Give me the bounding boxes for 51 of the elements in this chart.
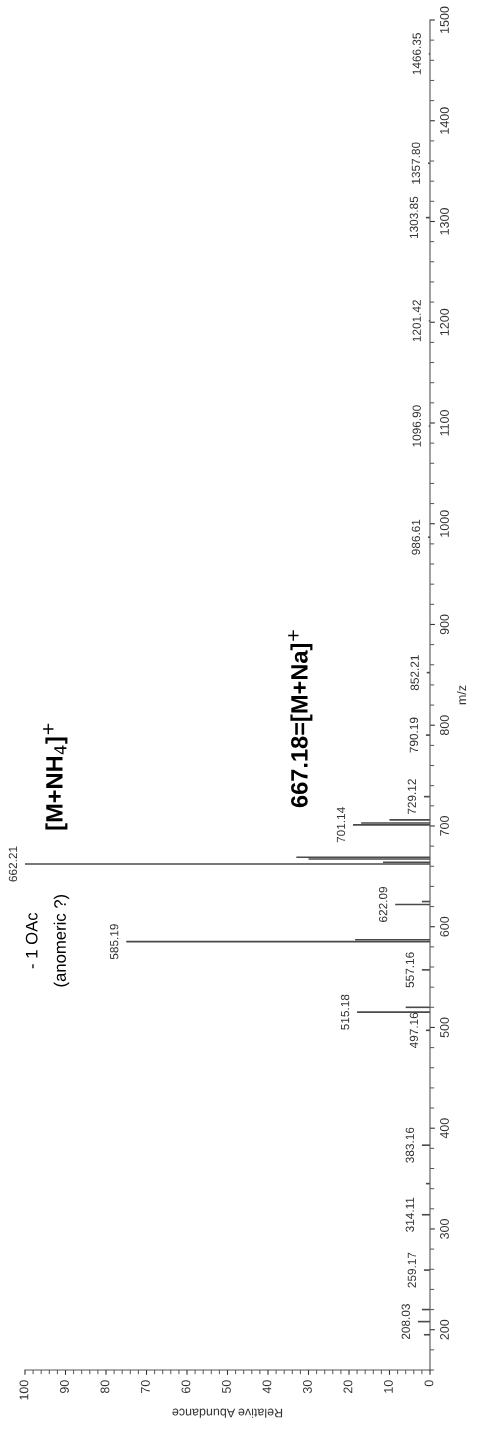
annotation: 667.18=[M+Na]$^{+}$ (288, 630, 313, 808)
annotation: 1096.90 (412, 405, 421, 447)
annotation: 259.17 (407, 1252, 417, 1288)
x-tick-label: 90 (60, 1380, 69, 1394)
x-tick-label: 100 (19, 1380, 29, 1400)
y-tick-label: 1100 (440, 410, 449, 436)
annotation: 729.12 (407, 779, 417, 815)
y-tick-label: 200 (440, 1319, 449, 1340)
annotation: 622.09 (378, 886, 388, 922)
annotation: 585.19 (110, 924, 119, 960)
y-tick-label: 900 (440, 614, 449, 635)
y-tick-label: 1200 (440, 308, 449, 336)
annotation: 314.11 (405, 1197, 415, 1232)
annotation: 208.03 (401, 1304, 410, 1340)
x-tick-label: 40 (262, 1380, 272, 1394)
y-tick-label: 800 (440, 715, 449, 736)
annotation: 515.18 (340, 994, 350, 1030)
annotation: 497.16 (409, 1012, 419, 1049)
y-tick-label: 400 (440, 1118, 449, 1139)
x-tick-label: 60 (181, 1380, 191, 1393)
annotation: 383.16 (405, 1127, 415, 1163)
x-axis-title: Relative Abundance (172, 1408, 283, 1418)
y-axis-title: m/z (456, 685, 467, 705)
annotation: [M+NH$_{4}$]$^{+}$ (43, 723, 68, 830)
y-tick-label: 500 (440, 1017, 449, 1038)
y-tick-label: 700 (440, 816, 449, 836)
annotation: 701.14 (336, 807, 346, 843)
annotation: 1357.80 (411, 142, 421, 184)
y-tick-label: 300 (440, 1219, 449, 1239)
y-tick-label: 600 (440, 916, 449, 937)
x-tick-label: 0 (424, 1380, 434, 1387)
x-tick-label: 30 (303, 1380, 312, 1394)
annotation: 986.61 (411, 519, 421, 555)
y-tick-label: 1300 (440, 208, 449, 235)
annotation: 557.16 (405, 952, 415, 988)
annotation: 1201.42 (412, 300, 421, 342)
y-tick-label: 1500 (440, 6, 449, 33)
annotation: 1466.35 (412, 33, 421, 75)
annotation: 790.19 (409, 717, 419, 753)
annotation: (anomeric ?) (53, 894, 70, 987)
y-tick-label: 1400 (440, 107, 449, 134)
x-tick-label: 10 (384, 1380, 393, 1393)
annotation: - 1 OAc (25, 912, 38, 969)
y-tick-label: 1000 (440, 510, 449, 537)
annotation: 662.21 (8, 846, 18, 882)
x-tick-label: 70 (141, 1380, 150, 1393)
annotation: 852.21 (410, 655, 419, 691)
x-tick-label: 20 (343, 1380, 353, 1393)
x-tick-label: 50 (222, 1380, 231, 1394)
annotation: 1303.85 (409, 196, 419, 239)
x-tick-label: 80 (100, 1380, 110, 1394)
